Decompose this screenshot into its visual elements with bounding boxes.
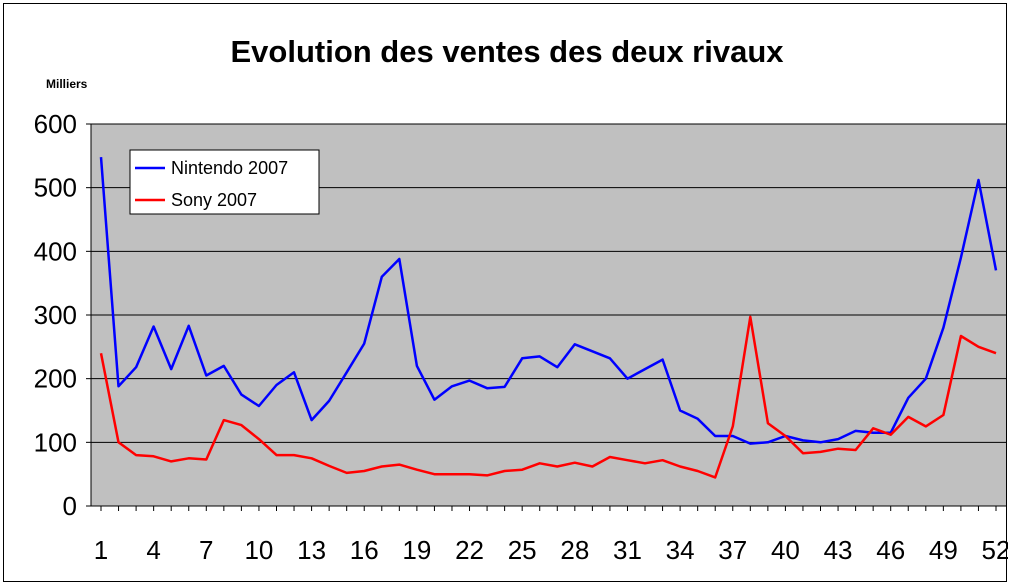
x-tick-label-43: 43 (824, 535, 853, 565)
y-tick-label-600: 600 (34, 109, 77, 139)
y-tick-label-0: 0 (63, 491, 77, 521)
chart-frame: Evolution des ventes des deux rivaux Mil… (3, 3, 1008, 582)
chart: Evolution des ventes des deux rivaux Mil… (34, 34, 1008, 565)
x-tick-label-4: 4 (146, 535, 160, 565)
x-tick-label-25: 25 (508, 535, 537, 565)
gridlines (91, 123, 1006, 443)
y-tick-label-100: 100 (34, 427, 77, 457)
legend-box (129, 149, 320, 215)
x-tick-label-28: 28 (560, 535, 589, 565)
x-tick-label-16: 16 (350, 535, 379, 565)
x-tick-label-46: 46 (876, 535, 905, 565)
series-line-1 (99, 315, 997, 479)
legend: Nintendo 2007 Sony 2007 (129, 149, 320, 215)
x-axis-ticks: 1 4 7 10 13 16 19 22 25 28 31 34 37 40 43 46 49 52 (94, 506, 1008, 565)
y-tick-label-500: 500 (34, 173, 77, 203)
series-line-0 (99, 157, 998, 445)
x-tick-label-31: 31 (613, 535, 642, 565)
series-layer (99, 157, 998, 479)
legend-label-nintendo: Nintendo 2007 (171, 158, 288, 178)
x-tick-label-10: 10 (244, 535, 273, 565)
y-tick-label-200: 200 (34, 364, 77, 394)
x-tick-label-52: 52 (982, 535, 1008, 565)
x-tick-label-34: 34 (666, 535, 695, 565)
x-tick-label-19: 19 (402, 535, 431, 565)
y-tick-label-300: 300 (34, 300, 77, 330)
x-tick-label-7: 7 (199, 535, 213, 565)
y-tick-label-400: 400 (34, 236, 77, 266)
x-tick-label-37: 37 (718, 535, 747, 565)
x-tick-label-40: 40 (771, 535, 800, 565)
x-tick-label-13: 13 (297, 535, 326, 565)
chart-title: Evolution des ventes des deux rivaux (230, 34, 784, 69)
legend-label-sony: Sony 2007 (171, 190, 257, 210)
x-tick-label-1: 1 (94, 535, 108, 565)
y-axis-ticks: 0 100 200 300 400 500 600 (34, 109, 91, 521)
unit-label: Milliers (46, 77, 88, 91)
x-tick-label-22: 22 (455, 535, 484, 565)
x-tick-label-49: 49 (929, 535, 958, 565)
